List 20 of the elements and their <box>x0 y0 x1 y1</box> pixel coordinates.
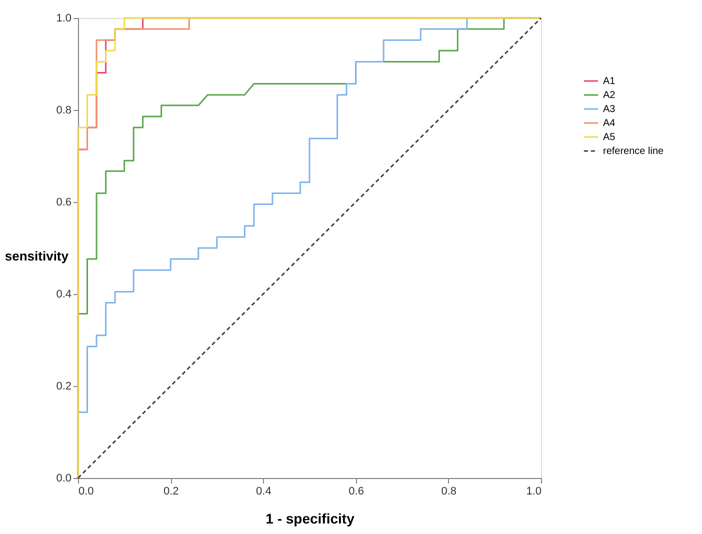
x-tick-label: 1.0 <box>526 486 542 498</box>
y-tick-label: 1.0 <box>56 12 72 24</box>
y-tick-label: 0.8 <box>56 104 72 116</box>
y-tick-label: 0.2 <box>56 380 72 392</box>
x-axis-title: 1 - specificity <box>266 510 355 526</box>
y-tick-label: 0.0 <box>56 472 72 484</box>
legend-label: A2 <box>603 90 616 101</box>
legend-label: A1 <box>603 76 616 87</box>
y-tick-label: 0.4 <box>56 288 72 300</box>
legend-label: A3 <box>603 104 616 115</box>
y-tick-label: 0.6 <box>56 196 72 208</box>
legend-label: A4 <box>603 118 616 129</box>
x-tick-label: 0.8 <box>441 486 457 498</box>
x-tick-label: 0.2 <box>163 486 179 498</box>
legend-label: reference line <box>603 146 664 157</box>
x-tick-label: 0.0 <box>78 486 94 498</box>
x-tick-label: 0.6 <box>348 486 364 498</box>
x-tick-label: 0.4 <box>256 486 272 498</box>
y-axis-title: sensitivity <box>4 248 70 264</box>
legend-label: A5 <box>603 132 616 143</box>
